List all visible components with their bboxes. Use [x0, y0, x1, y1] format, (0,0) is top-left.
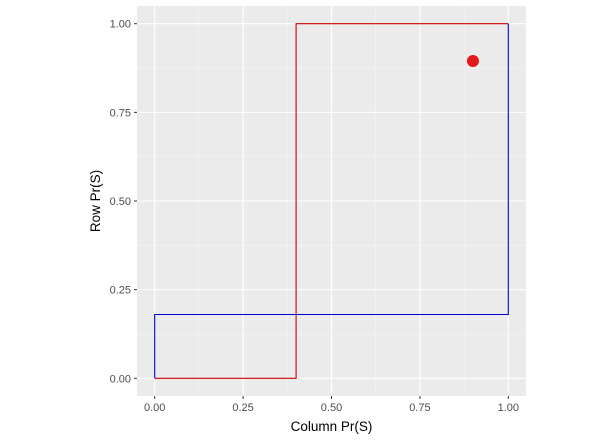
- x-tick-label: 0.50: [321, 402, 342, 414]
- series-layer: [154, 23, 509, 379]
- x-tick-label: 0.75: [409, 402, 430, 414]
- y-axis-title: Row Pr(S): [88, 170, 103, 232]
- x-axis-ticks: 0.00 0.25 0.50 0.75 1.00: [144, 396, 519, 414]
- x-tick-label: 1.00: [498, 402, 519, 414]
- grid-major: [137, 6, 526, 396]
- data-point-0: [466, 54, 479, 67]
- y-tick-label: 0.75: [110, 107, 131, 119]
- points-layer: [466, 54, 479, 67]
- y-tick-label: 0.25: [110, 285, 131, 297]
- series-line-0: [154, 23, 509, 379]
- x-tick-label: 0.00: [144, 402, 165, 414]
- series-line-1: [154, 23, 509, 379]
- y-tick-label: 0.00: [110, 373, 131, 385]
- y-tick-label: 0.50: [110, 196, 131, 208]
- x-axis-title: Column Pr(S): [291, 419, 373, 434]
- y-axis-ticks: 0.00 0.25 0.50 0.75 1.00: [110, 19, 137, 385]
- y-tick-label: 1.00: [110, 19, 131, 31]
- x-tick-label: 0.25: [232, 402, 253, 414]
